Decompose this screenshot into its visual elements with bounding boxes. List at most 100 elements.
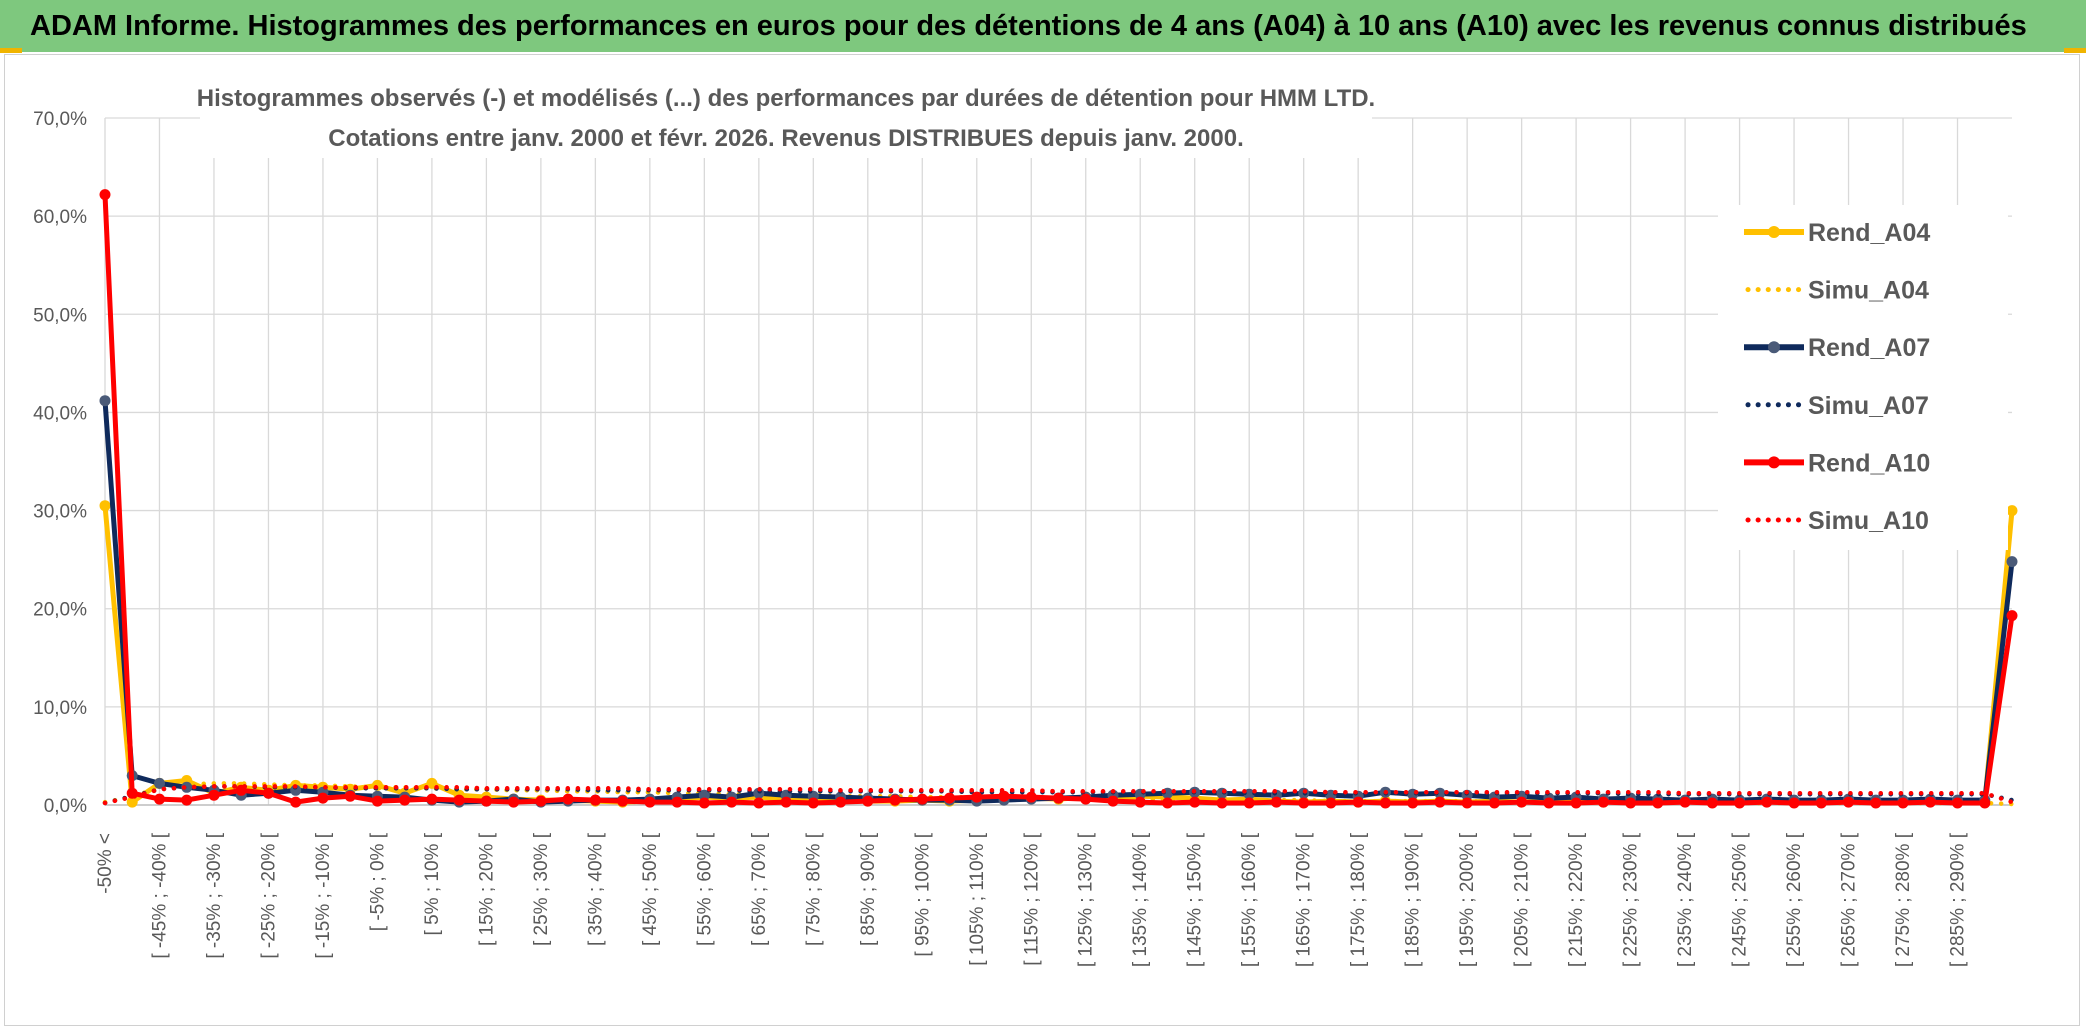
series-point-Rend_A10 (1597, 796, 1609, 808)
y-tick-label: 40,0% (33, 403, 87, 424)
legend-swatch-marker (1768, 341, 1780, 354)
series-point-Rend_A10 (1189, 796, 1201, 808)
x-tick-label: [ 235% ; 240% [ (1675, 832, 1696, 967)
x-tick-label: [ 95% ; 100% [ (912, 832, 933, 956)
series-point-Rend_A10 (1162, 797, 1173, 809)
series-point-Rend_A10 (1788, 797, 1800, 809)
series-point-Rend_A10 (1815, 797, 1827, 809)
legend-item-Rend_A04: Rend_A04 (1744, 219, 1930, 247)
series-point-Rend_A10 (290, 796, 302, 808)
series-point-Rend_A10 (371, 795, 383, 807)
series-point-Rend_A07 (181, 781, 193, 793)
series-point-Rend_A10 (1298, 797, 1310, 809)
series-point-Rend_A10 (1053, 792, 1064, 804)
y-tick-label: 10,0% (33, 698, 87, 719)
x-tick-label: [ 65% ; 70% [ (749, 832, 770, 946)
x-tick-label: [ 155% ; 160% [ (1239, 832, 1260, 967)
series-point-Rend_A07 (99, 395, 111, 407)
chart-frame (4, 54, 2080, 1026)
y-tick-label: 70,0% (33, 109, 87, 130)
y-axis: 0,0% 10,0% 20,0% 30,0% 40,0% 50,0% 60,0% 70,0% (33, 109, 87, 817)
x-tick-label: [ -45% ; -40% [ (149, 832, 170, 958)
series-point-Rend_A10 (535, 795, 547, 807)
x-tick-label: [ -25% ; -20% [ (258, 832, 279, 958)
series-point-Rend_A10 (181, 794, 193, 806)
series-point-Rend_A10 (1843, 796, 1854, 808)
series-point-Rend_A04 (126, 796, 138, 808)
x-tick-label: [ 35% ; 40% [ (585, 832, 606, 946)
series-point-Rend_A10 (1488, 797, 1500, 809)
legend-item-Rend_A10: Rend_A10 (1744, 449, 1930, 477)
x-tick-label: [ 165% ; 170% [ (1294, 832, 1315, 967)
series-point-Rend_A10 (644, 796, 656, 808)
legend-label: Simu_A04 (1808, 277, 1929, 305)
x-tick-label: [ 265% ; 270% [ (1839, 832, 1860, 967)
series-point-Rend_A10 (1979, 797, 1991, 809)
series-point-Rend_A10 (916, 793, 928, 805)
chart-title-background (200, 72, 1372, 158)
series-point-Rend_A10 (1407, 797, 1419, 809)
series-point-Rend_A10 (807, 797, 819, 809)
legend-item-Simu_A10: Simu_A10 (1745, 507, 1929, 535)
series-point-Rend_A10 (780, 796, 792, 808)
series-point-Rend_A10 (99, 189, 111, 201)
grid-lines (104, 117, 2012, 806)
chart-title: Histogrammes observés (-) et modélisés (… (197, 72, 1375, 158)
x-tick-label: [ 75% ; 80% [ (803, 832, 824, 946)
legend-item-Rend_A07: Rend_A07 (1744, 334, 1930, 362)
series-point-Rend_A10 (944, 792, 955, 804)
series-point-Rend_A10 (971, 791, 983, 803)
series-point-Rend_A10 (1570, 797, 1582, 809)
series-point-Rend_A10 (1516, 796, 1528, 808)
series-point-Rend_A10 (154, 793, 165, 805)
y-tick-label: 20,0% (33, 600, 87, 621)
legend-label: Rend_A04 (1808, 219, 1930, 247)
x-tick-label: [ 125% ; 130% [ (1076, 832, 1097, 967)
series-point-Rend_A10 (426, 793, 438, 805)
series-point-Rend_A07 (154, 777, 165, 789)
series-point-Rend_A10 (998, 790, 1010, 802)
series-point-Rend_A10 (1734, 797, 1746, 809)
y-tick-label: 60,0% (33, 207, 87, 228)
x-tick-label: -50% < (95, 833, 116, 894)
series-line-Rend_A04 (102, 505, 2015, 805)
report-banner-title: ADAM Informe. Histogrammes des performan… (0, 0, 2086, 52)
x-tick-label: [ -5% ; 0% [ (367, 832, 388, 931)
x-tick-label: [ 135% ; 140% [ (1130, 832, 1151, 967)
series-point-Rend_A10 (562, 793, 574, 805)
series-point-Rend_A10 (1461, 797, 1473, 809)
x-tick-label: [ 45% ; 50% [ (640, 832, 661, 946)
series-point-Rend_A10 (1706, 797, 1718, 809)
series-point-Rend_A10 (1625, 797, 1637, 809)
x-tick-label: [ 5% ; 10% [ (422, 832, 443, 935)
series-point-Rend_A07 (2006, 556, 2018, 568)
x-tick-label: [ 215% ; 220% [ (1566, 832, 1587, 967)
series-point-Rend_A10 (1107, 795, 1119, 807)
series-point-Rend_A10 (263, 787, 274, 799)
x-tick-label: [ 55% ; 60% [ (694, 832, 715, 946)
x-tick-label: [ 255% ; 260% [ (1784, 832, 1805, 967)
x-tick-label: [ 185% ; 190% [ (1403, 832, 1424, 967)
x-tick-label: [ 195% ; 200% [ (1457, 832, 1478, 967)
series-point-Rend_A10 (1952, 797, 1963, 809)
series-point-Rend_A10 (1080, 793, 1092, 805)
series-point-Rend_A10 (1434, 796, 1446, 808)
x-tick-label: [ 225% ; 230% [ (1621, 832, 1642, 967)
series-layer (99, 189, 2018, 809)
legend: Rend_A04 Simu_A04 Rend_A07 Simu_A07 Rend_A10… (1718, 205, 2008, 550)
x-axis: -50% < [ -45% ; -40% [[ -35% ; -30% [[ -2… (95, 804, 2012, 967)
x-tick-label: [ 145% ; 150% [ (1185, 832, 1206, 967)
x-tick-label: [ 25% ; 30% [ (531, 832, 552, 946)
legend-swatch-marker (1768, 456, 1780, 469)
series-point-Rend_A07 (698, 789, 710, 801)
x-tick-label: [ 285% ; 290% [ (1948, 832, 1969, 967)
x-tick-label: [ 275% ; 280% [ (1893, 832, 1914, 967)
series-point-Rend_A10 (344, 790, 356, 802)
series-point-Rend_A10 (753, 797, 765, 809)
legend-background (1718, 205, 2008, 550)
legend-label: Rend_A07 (1808, 334, 1930, 362)
x-tick-label: [ 15% ; 20% [ (476, 832, 497, 946)
x-tick-label: [ 105% ; 110% [ (967, 832, 988, 965)
x-tick-label: [ 115% ; 120% [ (1021, 832, 1042, 965)
series-point-Rend_A10 (698, 797, 710, 809)
